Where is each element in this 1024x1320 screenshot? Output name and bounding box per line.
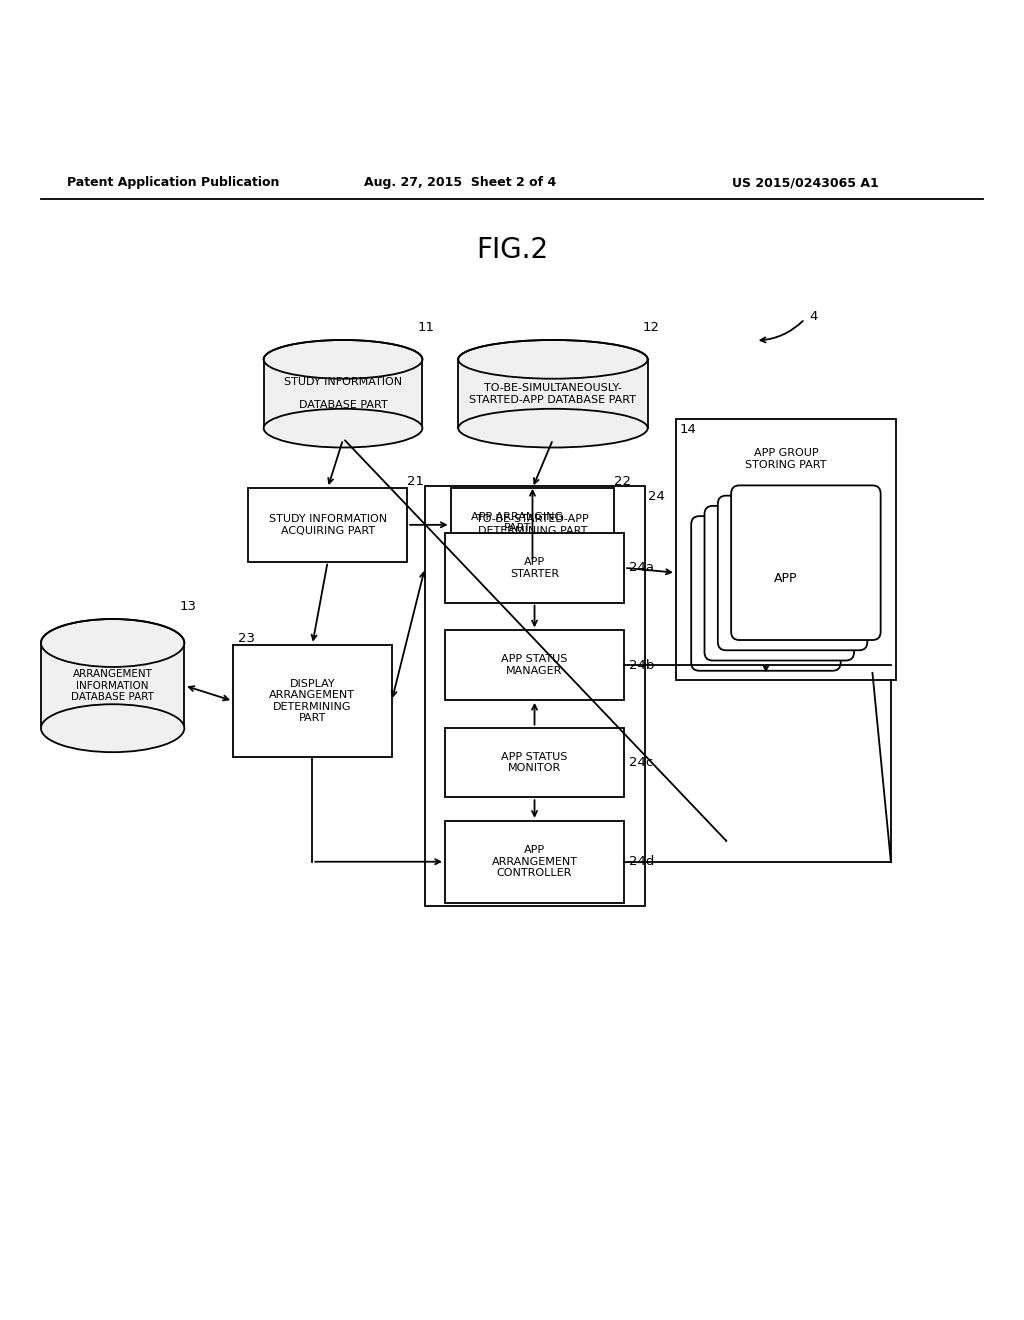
Text: APP: APP: [774, 572, 798, 585]
Text: 24a: 24a: [629, 561, 654, 574]
Text: APP
STARTER: APP STARTER: [510, 557, 559, 578]
Text: 21: 21: [408, 475, 424, 488]
Text: TO-BE-STARTED-APP
DETERMINING PART: TO-BE-STARTED-APP DETERMINING PART: [476, 513, 589, 536]
FancyBboxPatch shape: [705, 506, 854, 660]
Text: 14: 14: [680, 424, 696, 436]
Text: DISPLAY
ARRANGEMENT
DETERMINING
PART: DISPLAY ARRANGEMENT DETERMINING PART: [269, 678, 355, 723]
Ellipse shape: [264, 409, 423, 447]
Text: 24b: 24b: [629, 659, 654, 672]
Text: APP ARRANGING
PART: APP ARRANGING PART: [471, 512, 563, 533]
Bar: [444, 727, 624, 797]
Ellipse shape: [41, 705, 184, 752]
Bar: [459, 359, 648, 428]
FancyBboxPatch shape: [718, 495, 867, 651]
Bar: [444, 533, 624, 603]
Ellipse shape: [459, 409, 648, 447]
Text: 4: 4: [809, 310, 817, 323]
Text: Aug. 27, 2015  Sheet 2 of 4: Aug. 27, 2015 Sheet 2 of 4: [364, 177, 556, 189]
Text: APP GROUP
STORING PART: APP GROUP STORING PART: [745, 447, 826, 470]
Bar: [451, 488, 614, 562]
Text: Patent Application Publication: Patent Application Publication: [67, 177, 279, 189]
FancyBboxPatch shape: [731, 486, 881, 640]
Bar: [676, 420, 896, 681]
Text: APP STATUS
MANAGER: APP STATUS MANAGER: [502, 655, 567, 676]
Text: 11: 11: [418, 321, 434, 334]
Text: 24c: 24c: [629, 756, 653, 768]
Text: FIG.2: FIG.2: [476, 236, 548, 264]
FancyBboxPatch shape: [691, 516, 841, 671]
Text: TO-BE-SIMULTANEOUSLY-
STARTED-APP DATABASE PART: TO-BE-SIMULTANEOUSLY- STARTED-APP DATABA…: [469, 383, 637, 404]
Bar: [425, 486, 645, 906]
Text: 23: 23: [238, 632, 255, 645]
Ellipse shape: [264, 341, 423, 379]
Bar: [444, 821, 624, 903]
Ellipse shape: [41, 619, 184, 667]
Text: 24: 24: [648, 490, 665, 503]
Bar: [232, 644, 391, 758]
Text: STUDY INFORMATION
ACQUIRING PART: STUDY INFORMATION ACQUIRING PART: [268, 513, 387, 536]
Text: ARRANGEMENT
INFORMATION
DATABASE PART: ARRANGEMENT INFORMATION DATABASE PART: [72, 669, 154, 702]
Ellipse shape: [459, 341, 648, 379]
Bar: [264, 359, 422, 428]
Text: 13: 13: [179, 601, 197, 614]
Text: US 2015/0243065 A1: US 2015/0243065 A1: [732, 177, 879, 189]
Bar: [41, 643, 184, 729]
Text: 22: 22: [614, 475, 632, 488]
Text: 24d: 24d: [629, 855, 654, 869]
Bar: [248, 488, 407, 562]
Bar: [444, 631, 624, 700]
Text: APP STATUS
MONITOR: APP STATUS MONITOR: [502, 751, 567, 774]
Text: APP
ARRANGEMENT
CONTROLLER: APP ARRANGEMENT CONTROLLER: [492, 845, 578, 878]
Text: 12: 12: [643, 321, 659, 334]
Text: STUDY INFORMATION

DATABASE PART: STUDY INFORMATION DATABASE PART: [284, 378, 402, 411]
